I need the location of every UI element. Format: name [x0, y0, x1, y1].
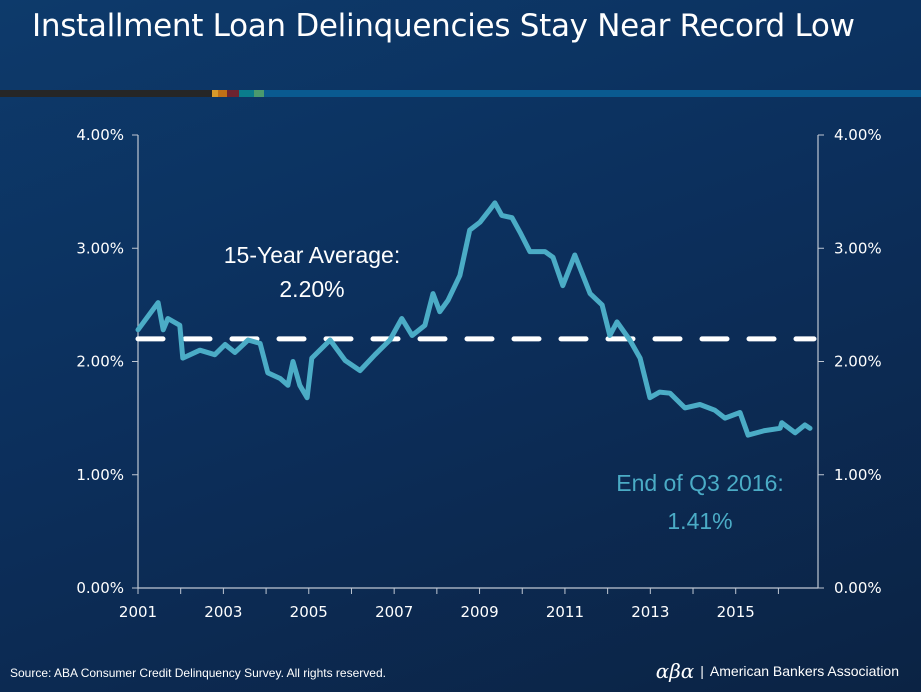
y-tick-label-left: 1.00% [76, 466, 124, 484]
x-tick-label: 2007 [375, 603, 413, 621]
aba-logo-mark-icon: αβα [655, 659, 695, 683]
x-tick-label: 2001 [119, 603, 157, 621]
stripe-segment [212, 90, 218, 97]
average-label: 15-Year Average: [224, 242, 400, 268]
series-line-delinquency-rate [135, 200, 813, 438]
x-tick-label: 2005 [290, 603, 328, 621]
x-tick-label: 2003 [204, 603, 242, 621]
slide-title: Installment Loan Delinquencies Stay Near… [32, 8, 855, 44]
source-note: Source: ABA Consumer Credit Delinquency … [10, 666, 386, 680]
x-tick-label: 2011 [546, 603, 584, 621]
y-tick-label-right: 3.00% [834, 239, 882, 257]
stripe-segment [227, 90, 239, 97]
y-tick-label-right: 2.00% [834, 353, 882, 371]
y-tick-label-left: 0.00% [76, 579, 124, 597]
x-tick-label: 2015 [717, 603, 755, 621]
y-tick-label-right: 4.00% [834, 126, 882, 144]
y-tick-label-left: 3.00% [76, 239, 124, 257]
stripe-segment [218, 90, 227, 97]
logo-text: American Bankers Association [709, 663, 899, 679]
end-value-label: 1.41% [667, 508, 732, 534]
x-tick-label: 2013 [631, 603, 669, 621]
stripe-segment [254, 90, 264, 97]
stripe-segment [264, 90, 921, 97]
x-tick-label: 2009 [460, 603, 498, 621]
stripe-segment [239, 90, 254, 97]
y-tick-label-right: 1.00% [834, 466, 882, 484]
y-tick-label-right: 0.00% [834, 579, 882, 597]
end-label: End of Q3 2016: [616, 470, 784, 496]
y-tick-label-left: 4.00% [76, 126, 124, 144]
y-tick-label-left: 2.00% [76, 353, 124, 371]
logo-separator: | [700, 663, 704, 679]
average-value-label: 2.20% [279, 276, 344, 302]
stripe-segment [0, 90, 212, 97]
aba-logo: αβα | American Bankers Association [656, 659, 899, 683]
